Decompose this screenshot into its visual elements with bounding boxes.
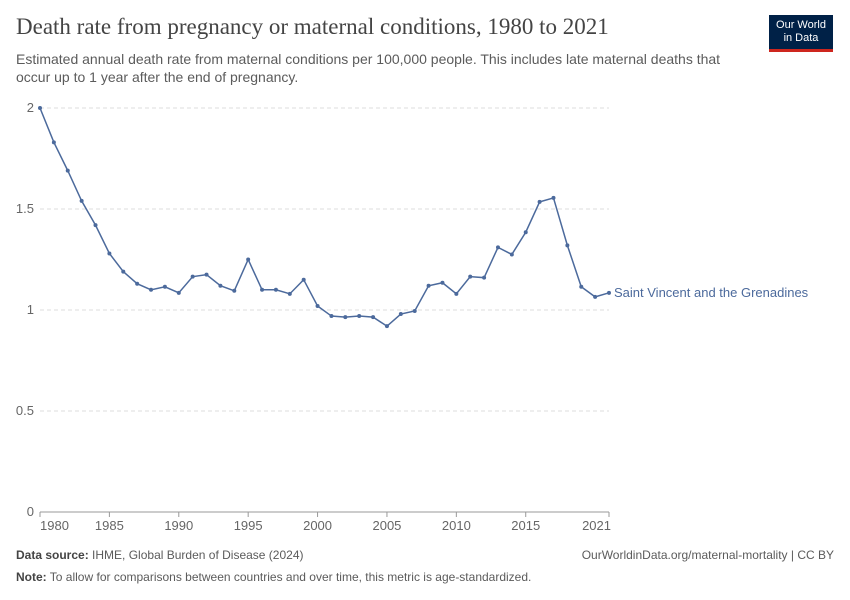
data-point — [65, 168, 70, 173]
data-point — [176, 290, 181, 295]
data-point — [315, 303, 320, 308]
data-point — [495, 245, 500, 250]
data-point — [260, 287, 265, 292]
logo-text: in Data — [783, 32, 819, 44]
data-point — [51, 140, 56, 145]
y-tick-label: 0.5 — [16, 403, 34, 418]
data-point — [537, 199, 542, 204]
data-point — [162, 284, 167, 289]
data-point — [93, 223, 98, 228]
x-tick-label: 2000 — [303, 518, 332, 533]
data-point — [440, 280, 445, 285]
note: Note: To allow for comparisons between c… — [16, 570, 531, 584]
note-text: To allow for comparisons between countri… — [49, 570, 532, 584]
data-point — [343, 315, 348, 320]
chart-title: Death rate from pregnancy or maternal co… — [16, 14, 609, 39]
data-point — [246, 257, 251, 262]
data-point — [135, 281, 140, 286]
data-point — [509, 252, 514, 257]
data-point — [190, 274, 195, 279]
y-tick-label: 0 — [27, 504, 34, 519]
data-point — [287, 291, 292, 296]
data-point — [482, 275, 487, 280]
data-point — [301, 277, 306, 282]
x-tick-label: 2010 — [442, 518, 471, 533]
data-point — [551, 195, 556, 200]
data-point — [79, 198, 84, 203]
x-tick-label: 2021 — [582, 518, 611, 533]
data-point — [579, 284, 584, 289]
data-point — [149, 287, 154, 292]
data-point — [426, 283, 431, 288]
y-tick-label: 1 — [27, 302, 34, 317]
source-label: Data source: — [16, 548, 89, 562]
y-tick-label: 2 — [27, 100, 34, 115]
chart-subtitle: Estimated annual death rate from materna… — [16, 51, 721, 85]
x-tick-label: 2005 — [372, 518, 401, 533]
data-point — [593, 294, 598, 299]
url[interactable]: OurWorldinData.org/maternal-mortality | … — [581, 548, 834, 562]
x-tick-label: 2015 — [511, 518, 540, 533]
logo[interactable]: Our World in Data — [769, 15, 833, 52]
data-point — [412, 309, 417, 314]
data-point — [371, 315, 376, 320]
data-point — [468, 274, 473, 279]
data-point — [38, 106, 42, 110]
data-point — [232, 288, 237, 293]
data-point — [454, 291, 459, 296]
logo-text: Our World — [776, 19, 826, 31]
x-tick-label: 1985 — [95, 518, 124, 533]
source-text[interactable]: IHME, Global Burden of Disease (2024) — [92, 548, 304, 562]
data-point — [204, 272, 209, 277]
data-point — [107, 251, 112, 256]
data-point — [607, 290, 611, 295]
source: Data source: IHME, Global Burden of Dise… — [16, 548, 303, 562]
data-point — [329, 314, 334, 319]
data-point — [121, 269, 126, 274]
x-tick-label: 1995 — [234, 518, 263, 533]
series-line — [39, 107, 610, 328]
note-label: Note: — [16, 570, 47, 584]
data-point — [523, 230, 528, 235]
data-point — [357, 314, 362, 319]
data-point — [398, 312, 403, 317]
data-point — [273, 287, 278, 292]
series-label: Saint Vincent and the Grenadines — [614, 285, 809, 300]
y-tick-label: 1.5 — [16, 201, 34, 216]
data-point — [565, 243, 570, 248]
data-point — [218, 283, 223, 288]
data-point — [384, 324, 389, 329]
x-tick-label: 1980 — [40, 518, 69, 533]
x-tick-label: 1990 — [164, 518, 193, 533]
